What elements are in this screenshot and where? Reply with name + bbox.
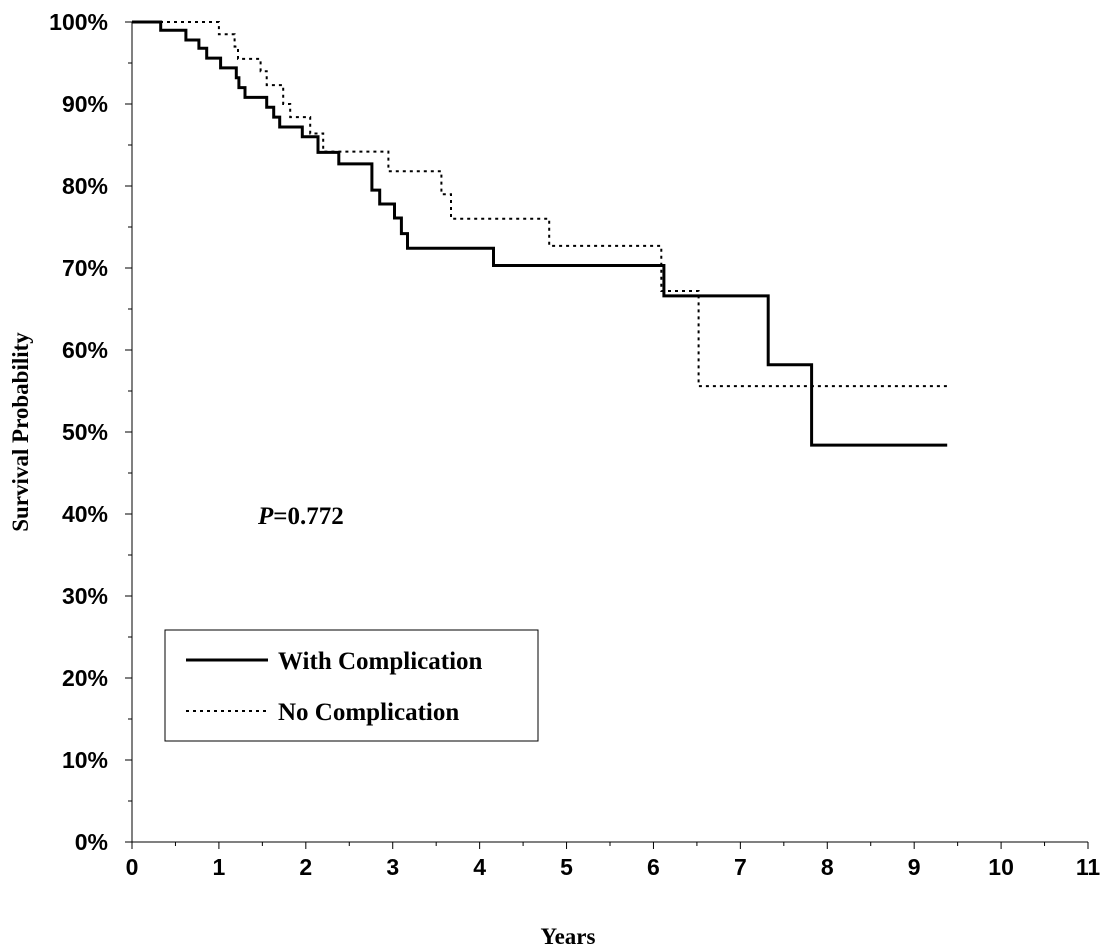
x-tick-label: 6 bbox=[647, 854, 660, 880]
x-tick-label: 11 bbox=[1076, 854, 1101, 880]
y-tick-label: 40% bbox=[62, 501, 108, 527]
x-tick-label: 2 bbox=[299, 854, 312, 880]
x-tick-label: 4 bbox=[473, 854, 486, 880]
y-tick-label: 80% bbox=[62, 173, 108, 199]
x-tick-label: 0 bbox=[126, 854, 139, 880]
y-tick-label: 70% bbox=[62, 255, 108, 281]
series-line-no-complication bbox=[132, 21, 948, 388]
x-tick-label: 5 bbox=[560, 854, 573, 880]
x-tick-label: 1 bbox=[213, 854, 226, 880]
y-tick-label: 30% bbox=[62, 583, 108, 609]
y-tick-label: 10% bbox=[62, 747, 108, 773]
y-tick-label: 90% bbox=[62, 91, 108, 117]
y-tick-label: 50% bbox=[62, 419, 108, 445]
y-tick-label: 60% bbox=[62, 337, 108, 363]
y-tick-label: 100% bbox=[49, 9, 108, 35]
p-value-symbol: P bbox=[257, 503, 274, 530]
x-axis-title: Years bbox=[541, 924, 596, 948]
x-tick-label: 3 bbox=[386, 854, 399, 880]
ticks: 0 1 2 3 4 5 6 7 8 9 10 11 0% 10% 20% 30% 40% 50% 60% 70% 80%… bbox=[49, 9, 1100, 880]
y-axis-title: Survival Probability bbox=[8, 332, 33, 532]
p-value-text: =0.772 bbox=[273, 503, 344, 530]
series-layer bbox=[132, 20, 948, 447]
x-tick-label: 9 bbox=[908, 854, 921, 880]
y-tick-label: 0% bbox=[75, 829, 108, 855]
x-tick-label: 8 bbox=[821, 854, 834, 880]
x-tick-label: 7 bbox=[734, 854, 747, 880]
legend-box bbox=[164, 629, 539, 742]
p-value-annotation: P=0.772 bbox=[257, 503, 344, 530]
y-tick-label: 20% bbox=[62, 665, 108, 691]
legend: With Complication No Complication bbox=[164, 629, 539, 742]
legend-label-with-complication: With Complication bbox=[278, 648, 483, 675]
legend-label-no-complication: No Complication bbox=[278, 699, 459, 726]
x-tick-label: 10 bbox=[988, 854, 1014, 880]
series-line-with-complication bbox=[132, 20, 948, 447]
